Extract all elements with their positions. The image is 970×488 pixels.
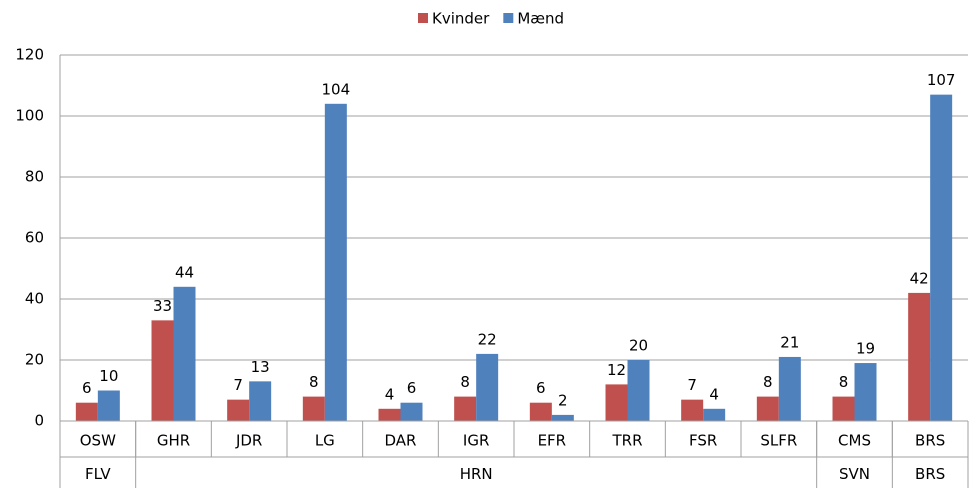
x-group-label: FLV	[85, 465, 111, 483]
bar	[908, 292, 931, 421]
bar	[703, 408, 726, 421]
y-tick-label: 20	[25, 351, 44, 369]
data-label: 6	[407, 379, 417, 397]
bar	[756, 396, 779, 421]
y-tick-label: 100	[15, 107, 44, 125]
data-label: 4	[709, 385, 719, 403]
x-tick-label: GHR	[157, 432, 190, 450]
bar	[832, 396, 855, 421]
bar	[302, 396, 325, 421]
legend-label: Mænd	[517, 10, 564, 28]
bar	[151, 320, 174, 421]
x-tick-label: LG	[315, 432, 335, 450]
data-label: 4	[385, 385, 395, 403]
legend-label: Kvinder	[432, 10, 490, 28]
data-label: 22	[478, 330, 497, 348]
data-label: 104	[322, 80, 351, 98]
y-tick-label: 120	[15, 46, 44, 64]
legend-swatch	[418, 13, 428, 23]
data-label: 33	[153, 297, 172, 315]
data-label: 42	[910, 269, 929, 287]
bar	[454, 396, 477, 421]
x-group-label: HRN	[460, 465, 493, 483]
data-label: 8	[763, 373, 773, 391]
data-label: 13	[251, 358, 270, 376]
x-group-label: SVN	[839, 465, 870, 483]
bar	[551, 414, 574, 421]
x-group-label: BRS	[915, 465, 945, 483]
y-tick-label: 60	[25, 229, 44, 247]
x-tick-label: JDR	[235, 432, 262, 450]
data-label: 7	[233, 376, 243, 394]
data-label: 8	[309, 373, 319, 391]
bar	[97, 390, 120, 421]
bar	[930, 94, 953, 422]
data-label: 7	[687, 376, 697, 394]
bar	[854, 363, 877, 421]
bar	[75, 402, 98, 421]
data-label: 10	[99, 367, 118, 385]
x-tick-label: CMS	[838, 432, 871, 450]
bar	[681, 399, 704, 421]
x-tick-label: FSR	[689, 432, 717, 450]
bar	[227, 399, 250, 421]
data-label: 8	[839, 373, 849, 391]
bar	[778, 356, 801, 421]
x-tick-label: EFR	[538, 432, 567, 450]
bar	[249, 381, 272, 421]
y-tick-label: 0	[34, 412, 44, 430]
data-label: 19	[856, 340, 875, 358]
legend-swatch	[503, 13, 514, 23]
y-tick-label: 80	[25, 168, 44, 186]
bar	[324, 103, 347, 422]
data-label: 6	[82, 379, 92, 397]
bar	[529, 402, 552, 421]
x-tick-label: DAR	[385, 432, 417, 450]
bar	[400, 402, 423, 421]
bar	[378, 408, 401, 421]
bar	[173, 286, 196, 421]
bar	[605, 384, 628, 421]
data-label: 20	[629, 337, 648, 355]
x-tick-label: SLFR	[760, 432, 797, 450]
data-label: 21	[780, 333, 799, 351]
data-label: 6	[536, 379, 546, 397]
data-label: 8	[460, 373, 470, 391]
x-tick-label: BRS	[915, 432, 945, 450]
bar	[627, 360, 650, 421]
data-label: 12	[607, 361, 626, 379]
data-label: 44	[175, 263, 194, 281]
data-label: 107	[927, 71, 956, 89]
x-tick-label: OSW	[80, 432, 116, 450]
bar	[476, 353, 499, 421]
data-label: 2	[558, 391, 568, 409]
x-tick-label: TRR	[611, 432, 642, 450]
y-tick-label: 40	[25, 290, 44, 308]
x-tick-label: IGR	[463, 432, 489, 450]
